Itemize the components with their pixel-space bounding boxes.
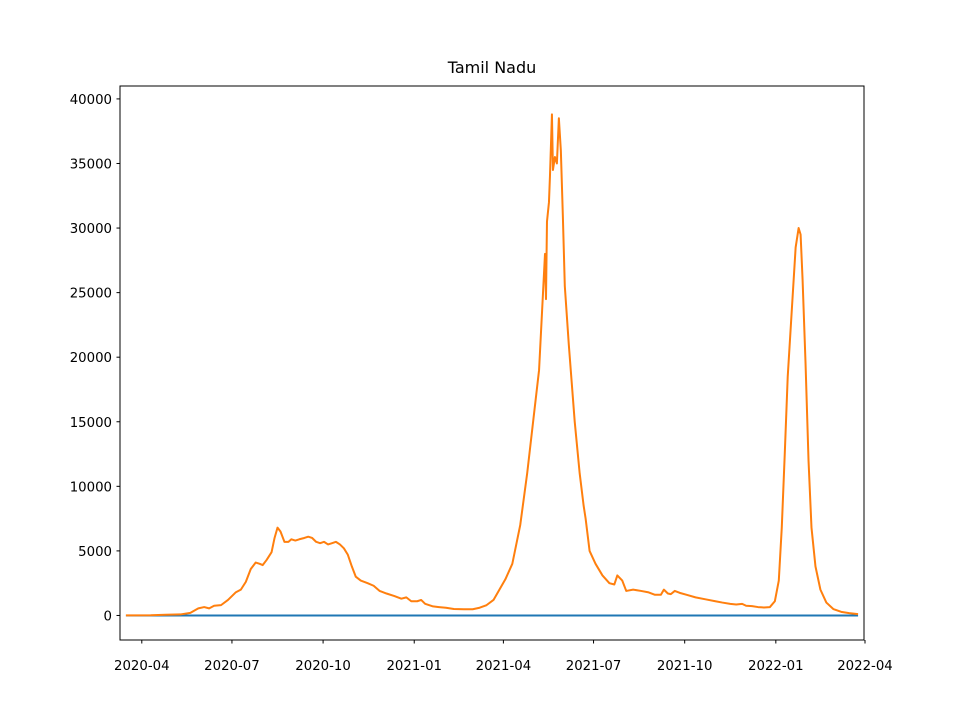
x-tick-label: 2022-04 [837, 659, 893, 674]
x-tick-label: 2021-10 [657, 659, 713, 674]
y-tick-label: 5000 [78, 545, 112, 560]
x-tick-label: 2020-10 [295, 659, 351, 674]
y-tick-label: 25000 [70, 287, 112, 302]
y-tick-label: 40000 [70, 93, 112, 108]
y-tick-label: 15000 [70, 416, 112, 431]
series-layer [125, 113, 859, 617]
y-tick-label: 0 [104, 609, 112, 624]
x-tick-label: 2020-07 [204, 659, 260, 674]
y-tick-label: 20000 [70, 351, 112, 366]
x-tick-label: 2020-04 [114, 659, 170, 674]
series-line-2 [125, 113, 859, 617]
x-tick-label: 2021-04 [476, 659, 532, 674]
y-tick-label: 10000 [70, 480, 112, 495]
plot-frame [119, 85, 865, 641]
chart-title: Tamil Nadu [447, 58, 537, 77]
x-tick-label: 2021-07 [566, 659, 622, 674]
y-tick-label: 35000 [70, 157, 112, 172]
x-tick-label: 2022-01 [748, 659, 804, 674]
y-tick-label: 30000 [70, 222, 112, 237]
x-tick-label: 2021-01 [386, 659, 442, 674]
axes-layer: 0 5000 10000 15000 20000 25000 30000 35000 40000… [70, 85, 893, 674]
